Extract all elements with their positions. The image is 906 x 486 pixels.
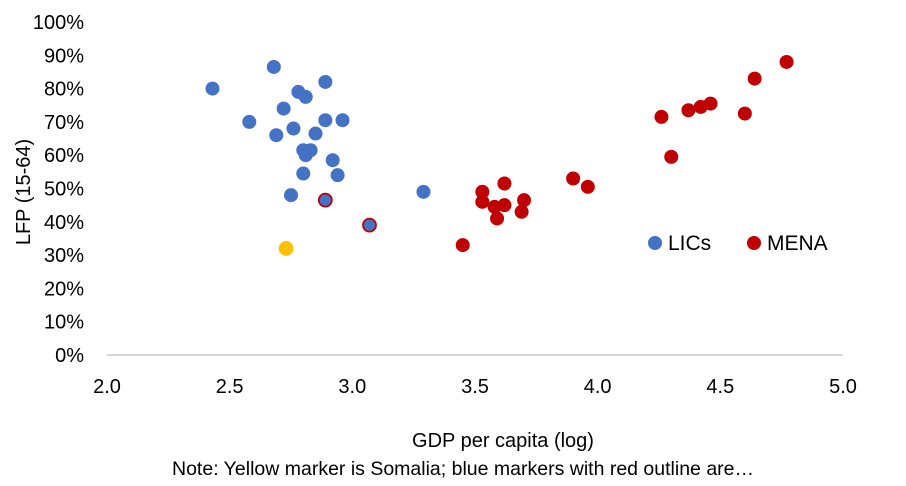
x-tick-label: 4.0 xyxy=(584,376,612,398)
lics-point xyxy=(335,113,350,128)
x-tick-label: 5.0 xyxy=(829,376,857,398)
mena-point xyxy=(455,238,470,253)
y-tick-label: 20% xyxy=(44,278,84,300)
lics-point xyxy=(318,74,333,89)
mena-point xyxy=(497,198,512,213)
x-tick-label: 3.0 xyxy=(338,376,366,398)
legend: LICs MENA xyxy=(648,232,828,255)
lics-point xyxy=(242,114,257,129)
mena-point xyxy=(654,109,669,124)
mena-point xyxy=(737,106,752,121)
mena-point xyxy=(580,179,595,194)
x-axis-title: GDP per capita (log) xyxy=(412,430,594,452)
y-tick-label: 30% xyxy=(44,245,84,267)
x-tick-label: 3.5 xyxy=(461,376,489,398)
lics-point xyxy=(286,121,301,136)
lics-point xyxy=(284,188,298,203)
lics-point xyxy=(298,89,313,104)
mena-point xyxy=(475,194,490,209)
mena-point xyxy=(681,103,696,118)
mena-point xyxy=(514,204,529,219)
lics-point xyxy=(330,168,345,183)
y-tick-label: 90% xyxy=(44,45,84,67)
lics-point xyxy=(298,148,313,163)
lics-point xyxy=(318,113,333,128)
lics-point xyxy=(205,81,220,96)
somalia-point xyxy=(278,241,294,256)
y-tick-label: 10% xyxy=(44,312,84,334)
mena-point xyxy=(664,149,679,164)
y-tick-label: 60% xyxy=(44,145,84,167)
lics-legend-label: LICs xyxy=(668,232,711,255)
y-tick-labels: 0% 10% 20% 30% 40% 50% 60% 70% 80% 90% 100% xyxy=(33,12,84,367)
y-tick-label: 70% xyxy=(44,112,84,134)
lics-legend-marker xyxy=(648,236,662,250)
y-tick-label: 100% xyxy=(33,12,84,34)
lics-point xyxy=(296,166,311,181)
lics-point xyxy=(416,184,431,199)
mena-point xyxy=(517,193,532,208)
x-tick-label: 2.0 xyxy=(93,376,121,398)
mena-point xyxy=(497,176,512,191)
x-tick-label: 4.5 xyxy=(706,376,734,398)
lics-point xyxy=(276,101,291,116)
mena-legend-label: MENA xyxy=(767,232,828,255)
mena-point xyxy=(779,54,794,69)
x-tick-label: 2.5 xyxy=(216,376,244,398)
lics-point xyxy=(308,126,323,141)
mena-point xyxy=(566,171,581,186)
y-tick-label: 0% xyxy=(55,345,84,367)
lics-point xyxy=(269,128,284,143)
y-tick-label: 50% xyxy=(44,179,84,201)
mena-legend-marker xyxy=(747,236,761,250)
mena-point xyxy=(490,211,505,226)
mena-point xyxy=(747,71,762,86)
y-tick-label: 40% xyxy=(44,212,84,234)
y-axis-title: LFP (15-64) xyxy=(13,139,35,245)
y-tick-label: 80% xyxy=(44,79,84,101)
lic-red-outline-point xyxy=(362,217,377,233)
chart-note: Note: Yellow marker is Somalia; blue mar… xyxy=(172,458,755,480)
x-tick-labels: 2.0 2.5 3.0 3.5 4.0 4.5 5.0 xyxy=(93,376,857,398)
mena-point xyxy=(693,99,708,114)
lics-point xyxy=(266,59,281,74)
data-points xyxy=(205,54,794,256)
lics-point xyxy=(325,153,340,168)
lic-red-outline-point xyxy=(317,192,333,208)
